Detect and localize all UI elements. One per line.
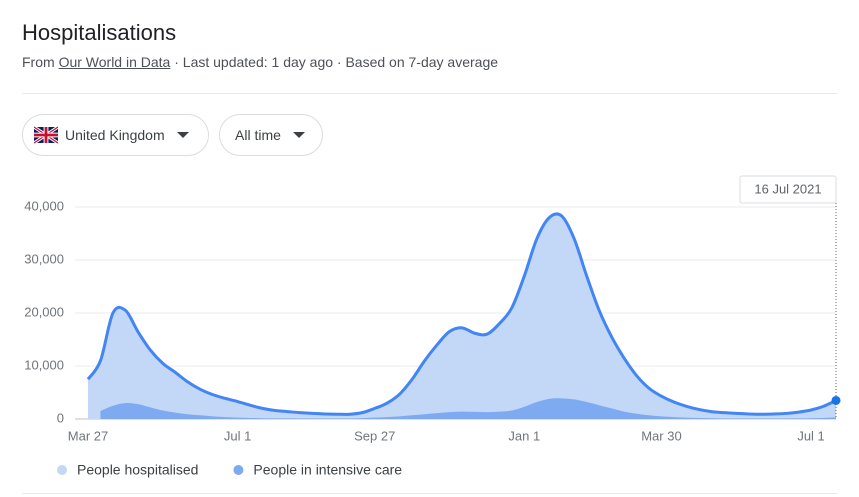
legend-label: People hospitalised [77, 462, 198, 478]
title: Hospitalisations [22, 20, 177, 45]
dropdown-arrow [292, 132, 305, 138]
region-dropdown[interactable]: United Kingdom [22, 114, 209, 156]
flag [34, 125, 58, 145]
divider [22, 493, 837, 494]
area [88, 213, 836, 419]
legend-swatch [233, 465, 244, 475]
x-tick-label: Sep 27 [354, 428, 395, 443]
period-label: All time [235, 127, 281, 143]
area [100, 398, 836, 419]
x-tick-label: Jul 1 [797, 428, 824, 443]
line [86, 212, 837, 416]
source-suffix: · Last updated: 1 day ago · Based on 7-d… [174, 54, 499, 70]
x-tick-label: Jan 1 [508, 428, 540, 443]
y-tick-label: 10,000 [24, 357, 64, 372]
x-tick-label: Mar 27 [68, 428, 108, 443]
legend-label: People in intensive care [253, 462, 402, 478]
x-tick-label: Mar 30 [641, 428, 681, 443]
period-dropdown[interactable]: All time [219, 114, 323, 156]
subtitle: From Our World in Data · Last updated: 1… [22, 54, 498, 70]
divider [22, 93, 837, 94]
dropdown-arrow [176, 132, 189, 138]
legend-swatch [57, 465, 67, 475]
y-tick-label: 0 [57, 410, 64, 425]
tooltip-box [739, 175, 837, 204]
y-tick-label: 40,000 [24, 198, 64, 213]
y-tick-label: 20,000 [24, 304, 64, 319]
source-prefix: From [22, 54, 55, 70]
tooltip-text: 16 Jul 2021 [754, 181, 821, 196]
y-tick-label: 30,000 [24, 251, 64, 266]
x-tick-label: Jul 1 [224, 428, 251, 443]
region-label: United Kingdom [65, 127, 165, 143]
point-marker [831, 395, 841, 405]
source-link[interactable]: Our World in Data [58, 54, 171, 70]
